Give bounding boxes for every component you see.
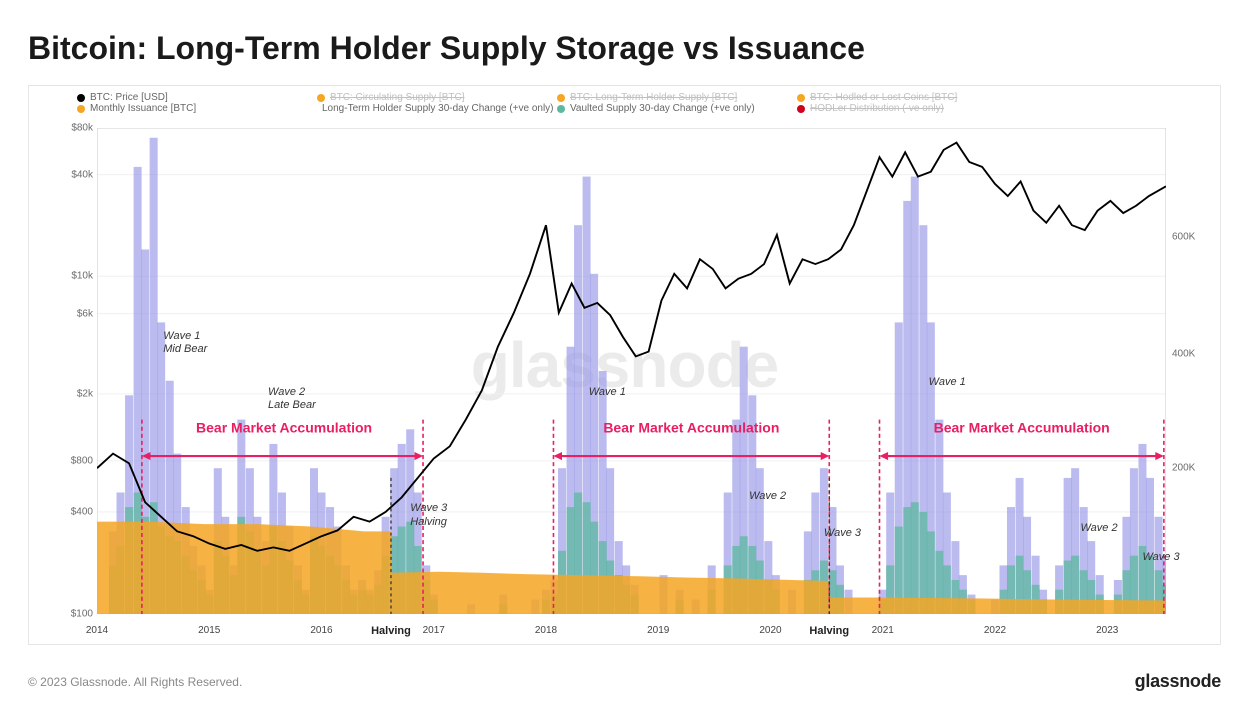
- x-tick: 2016: [310, 625, 332, 636]
- x-tick: 2017: [423, 625, 445, 636]
- y-left-tick: $800: [63, 455, 93, 466]
- wave-annotation: Wave 1: [929, 376, 966, 390]
- halving-label: Halving: [809, 625, 849, 637]
- y-left-tick: $400: [63, 506, 93, 517]
- chart-container: BTC: Price [USD] BTC: Circulating Supply …: [28, 85, 1221, 645]
- wave-annotation: Wave 3: [1142, 551, 1179, 565]
- bear-market-label: Bear Market Accumulation: [196, 419, 372, 437]
- y-left-tick: $40k: [63, 169, 93, 180]
- wave-annotation: Wave 1Mid Bear: [163, 330, 207, 358]
- y-right-tick: 200K: [1172, 463, 1210, 474]
- bear-market-label: Bear Market Accumulation: [603, 419, 779, 437]
- x-tick: 2015: [198, 625, 220, 636]
- legend-item[interactable]: BTC: Price [USD]: [77, 92, 305, 103]
- legend-item[interactable]: BTC: Circulating Supply [BTC]: [317, 92, 545, 103]
- wave-annotation: Wave 1: [589, 386, 626, 400]
- legend-item[interactable]: BTC: Hodled or Lost Coins [BTC]: [797, 92, 1025, 103]
- y-left-tick: $2k: [63, 388, 93, 399]
- brand-logo: glassnode: [1135, 671, 1221, 692]
- x-tick: 2021: [872, 625, 894, 636]
- y-left-tick: $6k: [63, 308, 93, 319]
- wave-annotation: Wave 3Halving: [410, 502, 447, 530]
- legend-item[interactable]: BTC: Long-Term Holder Supply [BTC]: [557, 92, 785, 103]
- legend-item[interactable]: Monthly Issuance [BTC]: [77, 103, 305, 114]
- x-tick: 2022: [984, 625, 1006, 636]
- chart-title: Bitcoin: Long-Term Holder Supply Storage…: [28, 30, 1221, 67]
- halving-label: Halving: [371, 625, 411, 637]
- legend-item[interactable]: HODLer Distribution (-ve only): [797, 103, 1025, 114]
- y-right-tick: 400K: [1172, 348, 1210, 359]
- copyright: © 2023 Glassnode. All Rights Reserved.: [28, 675, 242, 689]
- legend-item[interactable]: Vaulted Supply 30-day Change (+ve only): [557, 103, 785, 114]
- x-tick: 2019: [647, 625, 669, 636]
- plot-area: [97, 128, 1166, 614]
- x-tick: 2023: [1096, 625, 1118, 636]
- y-left-tick: $100: [63, 609, 93, 620]
- y-right-tick: 600K: [1172, 232, 1210, 243]
- wave-annotation: Wave 2Late Bear: [268, 386, 316, 414]
- legend: BTC: Price [USD] BTC: Circulating Supply …: [29, 86, 1220, 120]
- wave-annotation: Wave 2: [749, 490, 786, 504]
- footer: © 2023 Glassnode. All Rights Reserved. g…: [28, 671, 1221, 692]
- x-tick: 2018: [535, 625, 557, 636]
- y-left-tick: $80k: [63, 123, 93, 134]
- bear-market-label: Bear Market Accumulation: [934, 419, 1110, 437]
- y-left-tick: $10k: [63, 271, 93, 282]
- wave-annotation: Wave 3: [824, 527, 861, 541]
- wave-annotation: Wave 2: [1080, 522, 1117, 536]
- legend-item[interactable]: Long-Term Holder Supply 30-day Change (+…: [317, 103, 545, 114]
- x-tick: 2020: [759, 625, 781, 636]
- x-tick: 2014: [86, 625, 108, 636]
